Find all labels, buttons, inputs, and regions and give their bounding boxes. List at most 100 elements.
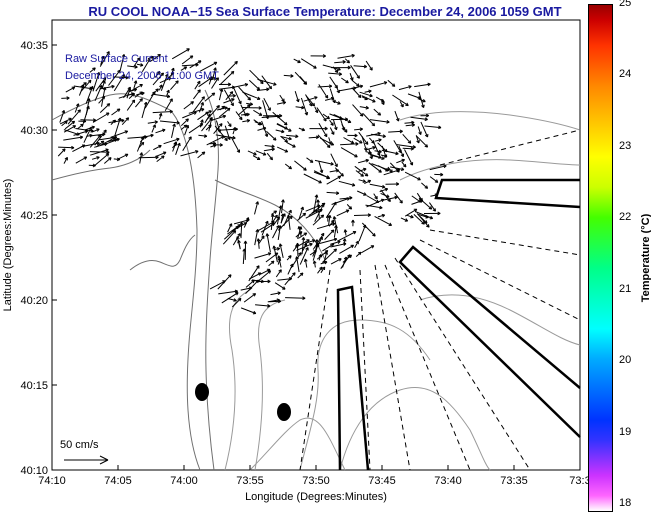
- current-vector: [91, 156, 100, 160]
- current-vector: [340, 147, 358, 158]
- current-vector-head: [203, 135, 208, 138]
- current-vector: [300, 97, 308, 116]
- current-vector-head: [237, 226, 240, 230]
- current-vector: [326, 191, 339, 194]
- current-vector-head: [378, 151, 382, 154]
- current-vector-head: [117, 138, 120, 142]
- current-vector: [292, 244, 299, 252]
- current-vector: [359, 106, 369, 109]
- current-vector-head: [269, 270, 272, 274]
- current-vector-head: [323, 119, 327, 122]
- current-vector-head: [334, 238, 338, 242]
- current-vector: [402, 147, 414, 150]
- x-tick-label: 73:50: [302, 475, 330, 487]
- current-vector: [211, 115, 226, 121]
- current-vector-head: [344, 238, 347, 242]
- current-vector-head: [231, 91, 234, 95]
- current-vector: [126, 99, 136, 111]
- current-vector: [94, 153, 110, 166]
- current-vector: [304, 258, 308, 268]
- current-vector: [208, 117, 213, 132]
- current-vector-head: [104, 87, 107, 91]
- current-vector: [276, 146, 288, 153]
- current-vector: [404, 171, 421, 181]
- current-vector: [281, 199, 284, 214]
- station-marker: [195, 383, 209, 401]
- current-vector: [396, 159, 405, 164]
- colorbar-tick-label: 20: [619, 354, 632, 367]
- current-vector: [356, 190, 367, 196]
- current-vector-head: [159, 145, 162, 149]
- current-vector-head: [229, 274, 232, 278]
- current-vector: [294, 91, 299, 103]
- current-vector: [272, 225, 280, 239]
- current-vector-head: [348, 207, 352, 210]
- current-vector: [269, 300, 281, 303]
- current-vector: [238, 86, 251, 101]
- current-vector-head: [199, 60, 202, 64]
- current-vector: [277, 278, 292, 281]
- current-vector: [373, 108, 381, 116]
- current-vector-head: [99, 134, 102, 139]
- current-vector: [317, 134, 331, 148]
- current-vector-head: [272, 139, 277, 141]
- current-vector-head: [72, 121, 76, 125]
- current-vector: [89, 151, 110, 153]
- current-vector: [223, 98, 235, 104]
- current-vector-head: [264, 134, 268, 137]
- current-vector: [206, 135, 225, 146]
- current-vector-head: [350, 254, 352, 259]
- current-vector-head: [425, 115, 430, 118]
- current-vector: [405, 124, 415, 127]
- current-vector: [410, 116, 428, 120]
- current-vector: [276, 123, 292, 132]
- current-vector-head: [340, 174, 344, 177]
- current-vector: [256, 88, 270, 91]
- current-vector-head: [352, 219, 355, 223]
- current-vector: [265, 252, 279, 263]
- current-vector: [389, 162, 400, 173]
- current-vector-head: [76, 134, 80, 136]
- current-vector-head: [379, 207, 383, 210]
- current-vector-head: [338, 176, 342, 180]
- current-vector: [286, 134, 299, 137]
- current-vector: [279, 243, 284, 259]
- current-vector-head: [377, 114, 381, 116]
- current-vector-head: [387, 199, 391, 202]
- current-vector-head: [356, 76, 360, 79]
- current-vector: [182, 136, 192, 152]
- current-vector-head: [227, 137, 231, 140]
- current-vector: [304, 239, 316, 244]
- current-vector: [126, 88, 131, 99]
- current-vector-head: [217, 129, 221, 133]
- current-vector: [240, 104, 247, 117]
- current-vector-head: [150, 134, 154, 138]
- current-vector-head: [396, 170, 400, 173]
- current-vector: [266, 152, 273, 161]
- colorbar-tick-label: 25: [619, 0, 632, 9]
- current-vector-head: [278, 255, 281, 259]
- current-vector: [211, 77, 219, 89]
- current-vector-head: [273, 245, 277, 249]
- current-vector-head: [201, 108, 205, 112]
- current-vector-head: [144, 136, 148, 139]
- current-vector-head: [66, 97, 70, 101]
- current-vector-head: [337, 241, 341, 244]
- current-vector-head: [107, 112, 110, 116]
- current-vector: [400, 217, 408, 222]
- current-vector-head: [281, 99, 285, 103]
- current-vector: [351, 79, 360, 87]
- current-vector: [119, 54, 125, 72]
- current-vector-head: [162, 129, 166, 133]
- current-vector-head: [195, 64, 199, 67]
- current-vector-head: [288, 167, 292, 170]
- current-vector-head: [314, 250, 317, 254]
- current-vector-head: [158, 71, 161, 75]
- current-vector: [89, 67, 96, 73]
- current-vector-head: [395, 183, 400, 186]
- current-vector-head: [376, 153, 380, 156]
- current-vector-head: [88, 106, 90, 110]
- current-vector: [313, 171, 330, 179]
- current-vector: [151, 124, 156, 133]
- current-vector-head: [268, 87, 272, 90]
